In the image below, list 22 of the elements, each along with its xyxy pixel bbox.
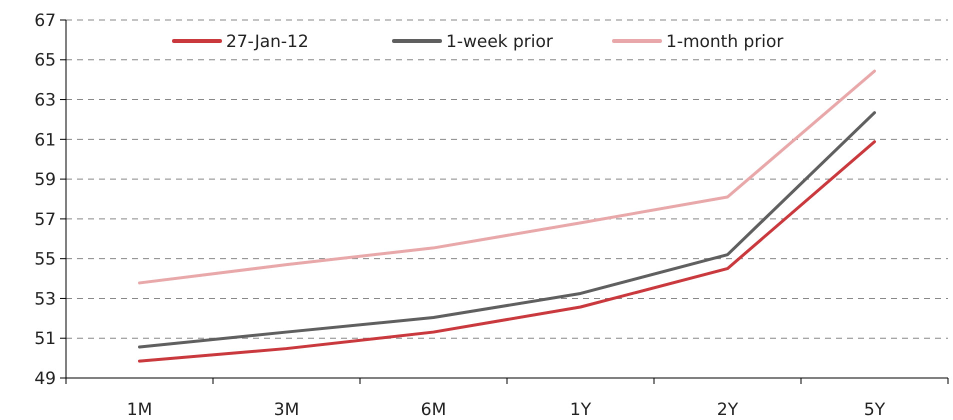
legend-label: 27-Jan-12 [226, 32, 309, 52]
line-series [138, 111, 876, 348]
line-series [138, 70, 876, 284]
x-tick-label: 1Y [570, 400, 592, 420]
x-tick-label: 5Y [864, 400, 886, 420]
y-tick-label: 61 [34, 130, 56, 150]
legend-label: 1-week prior [446, 32, 553, 52]
y-tick-label: 63 [34, 90, 56, 111]
legend-label: 1-month prior [666, 32, 784, 52]
y-tick-label: 53 [34, 289, 56, 310]
y-tick-label: 67 [34, 10, 56, 31]
y-tick-label: 49 [34, 368, 56, 389]
y-tick-label: 55 [34, 250, 56, 270]
x-tick-label: 1M [126, 400, 152, 420]
line-series [138, 140, 876, 363]
y-tick-label: 65 [34, 50, 56, 71]
x-tick-label: 6M [420, 400, 446, 420]
y-tick-label: 57 [34, 210, 56, 230]
y-tick-label: 51 [34, 329, 56, 350]
x-tick-label: 3M [274, 400, 300, 420]
x-tick-label: 2Y [716, 400, 739, 420]
y-tick-label: 59 [34, 170, 56, 190]
